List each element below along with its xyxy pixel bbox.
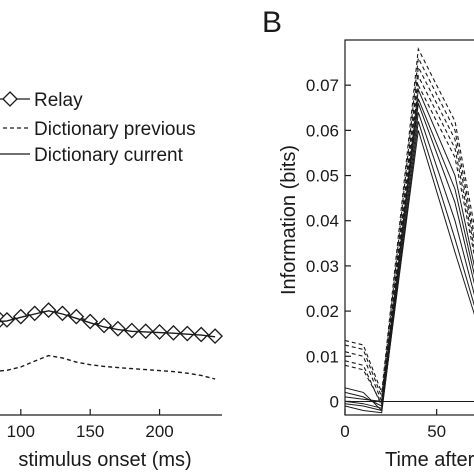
panel-b-series-line-9 xyxy=(345,112,474,409)
legend-label-dictionary-current: Dictionary current xyxy=(34,145,184,166)
panel-a-series-line-2 xyxy=(0,354,216,380)
legend-item-dictionary-previous: Dictionary previous xyxy=(0,119,196,140)
panel-a-x-axis-label: stimulus onset (ms) xyxy=(18,449,191,471)
panel-b-y-tick-label: 0.02 xyxy=(306,302,339,321)
panel-b-x-tick-label: 50 xyxy=(427,422,446,441)
panel-a-series-line-3 xyxy=(0,310,216,338)
panel-b-label: B xyxy=(262,6,282,39)
panel-b-y-tick-label: 0.06 xyxy=(306,121,339,140)
panel-b-series-line-1 xyxy=(345,47,474,393)
panel-b: B 0 0.01 0.02 0.03 0.04 0.05 0.06 0.07 0 50 Info… xyxy=(262,6,474,471)
panel-b-series-line-7 xyxy=(345,98,474,407)
panel-b-y-tick-label: 0.04 xyxy=(306,212,339,231)
panel-b-x-axis-label: Time after xyxy=(385,449,474,471)
panel-b-y-tick-label: 0.05 xyxy=(306,167,339,186)
legend-item-relay: Relay xyxy=(0,90,83,111)
panel-b-x-tick-label: 0 xyxy=(340,422,349,441)
panel-a-relay-marker xyxy=(0,311,15,328)
panel-b-series-line-6 xyxy=(345,87,474,412)
legend-label-relay: Relay xyxy=(34,90,83,111)
panel-b-series-line-8 xyxy=(345,103,474,402)
panel-b-series-line-5 xyxy=(345,83,474,406)
panel-a-series xyxy=(0,302,223,380)
panel-b-series-line-2 xyxy=(345,56,474,398)
panel-b-series xyxy=(345,47,474,414)
panel-b-series-line-10 xyxy=(345,121,474,414)
panel-a-x-tick-label: 150 xyxy=(76,422,104,441)
panel-b-frame xyxy=(344,39,474,416)
panel-a-x-tick-label: 200 xyxy=(145,422,173,441)
panel-a: 100 150 200 stimulus onset (ms) Relay Dict… xyxy=(0,90,223,471)
panel-a-x-tick-label: 100 xyxy=(7,422,35,441)
panel-b-y-tick-label: 0.07 xyxy=(306,76,339,95)
panel-b-y-tick-label: 0.01 xyxy=(306,347,339,366)
panel-a-relay-marker xyxy=(96,317,112,334)
panel-a-relay-marker xyxy=(82,313,99,330)
panel-b-y-ticks: 0 0.01 0.02 0.03 0.04 0.05 0.06 0.07 xyxy=(306,76,351,411)
legend-item-dictionary-current: Dictionary current xyxy=(0,145,184,166)
panel-a-x-ticks: 100 150 200 xyxy=(7,409,174,441)
panel-b-x-ticks: 0 50 xyxy=(340,409,446,441)
panel-b-series-line-3 xyxy=(345,65,474,402)
panel-b-series-line-4 xyxy=(345,74,474,409)
legend-diamond-marker xyxy=(2,91,18,107)
panel-b-series-line-11 xyxy=(345,130,474,412)
panel-b-y-tick-label: 0 xyxy=(330,392,339,411)
legend: Relay Dictionary previous Dictionary cur… xyxy=(0,90,196,166)
panel-b-y-tick-label: 0.03 xyxy=(306,257,339,276)
panel-b-y-axis-label: Information (bits) xyxy=(278,145,300,295)
legend-label-dictionary-previous: Dictionary previous xyxy=(34,119,196,140)
panel-a-relay-marker xyxy=(110,320,126,337)
